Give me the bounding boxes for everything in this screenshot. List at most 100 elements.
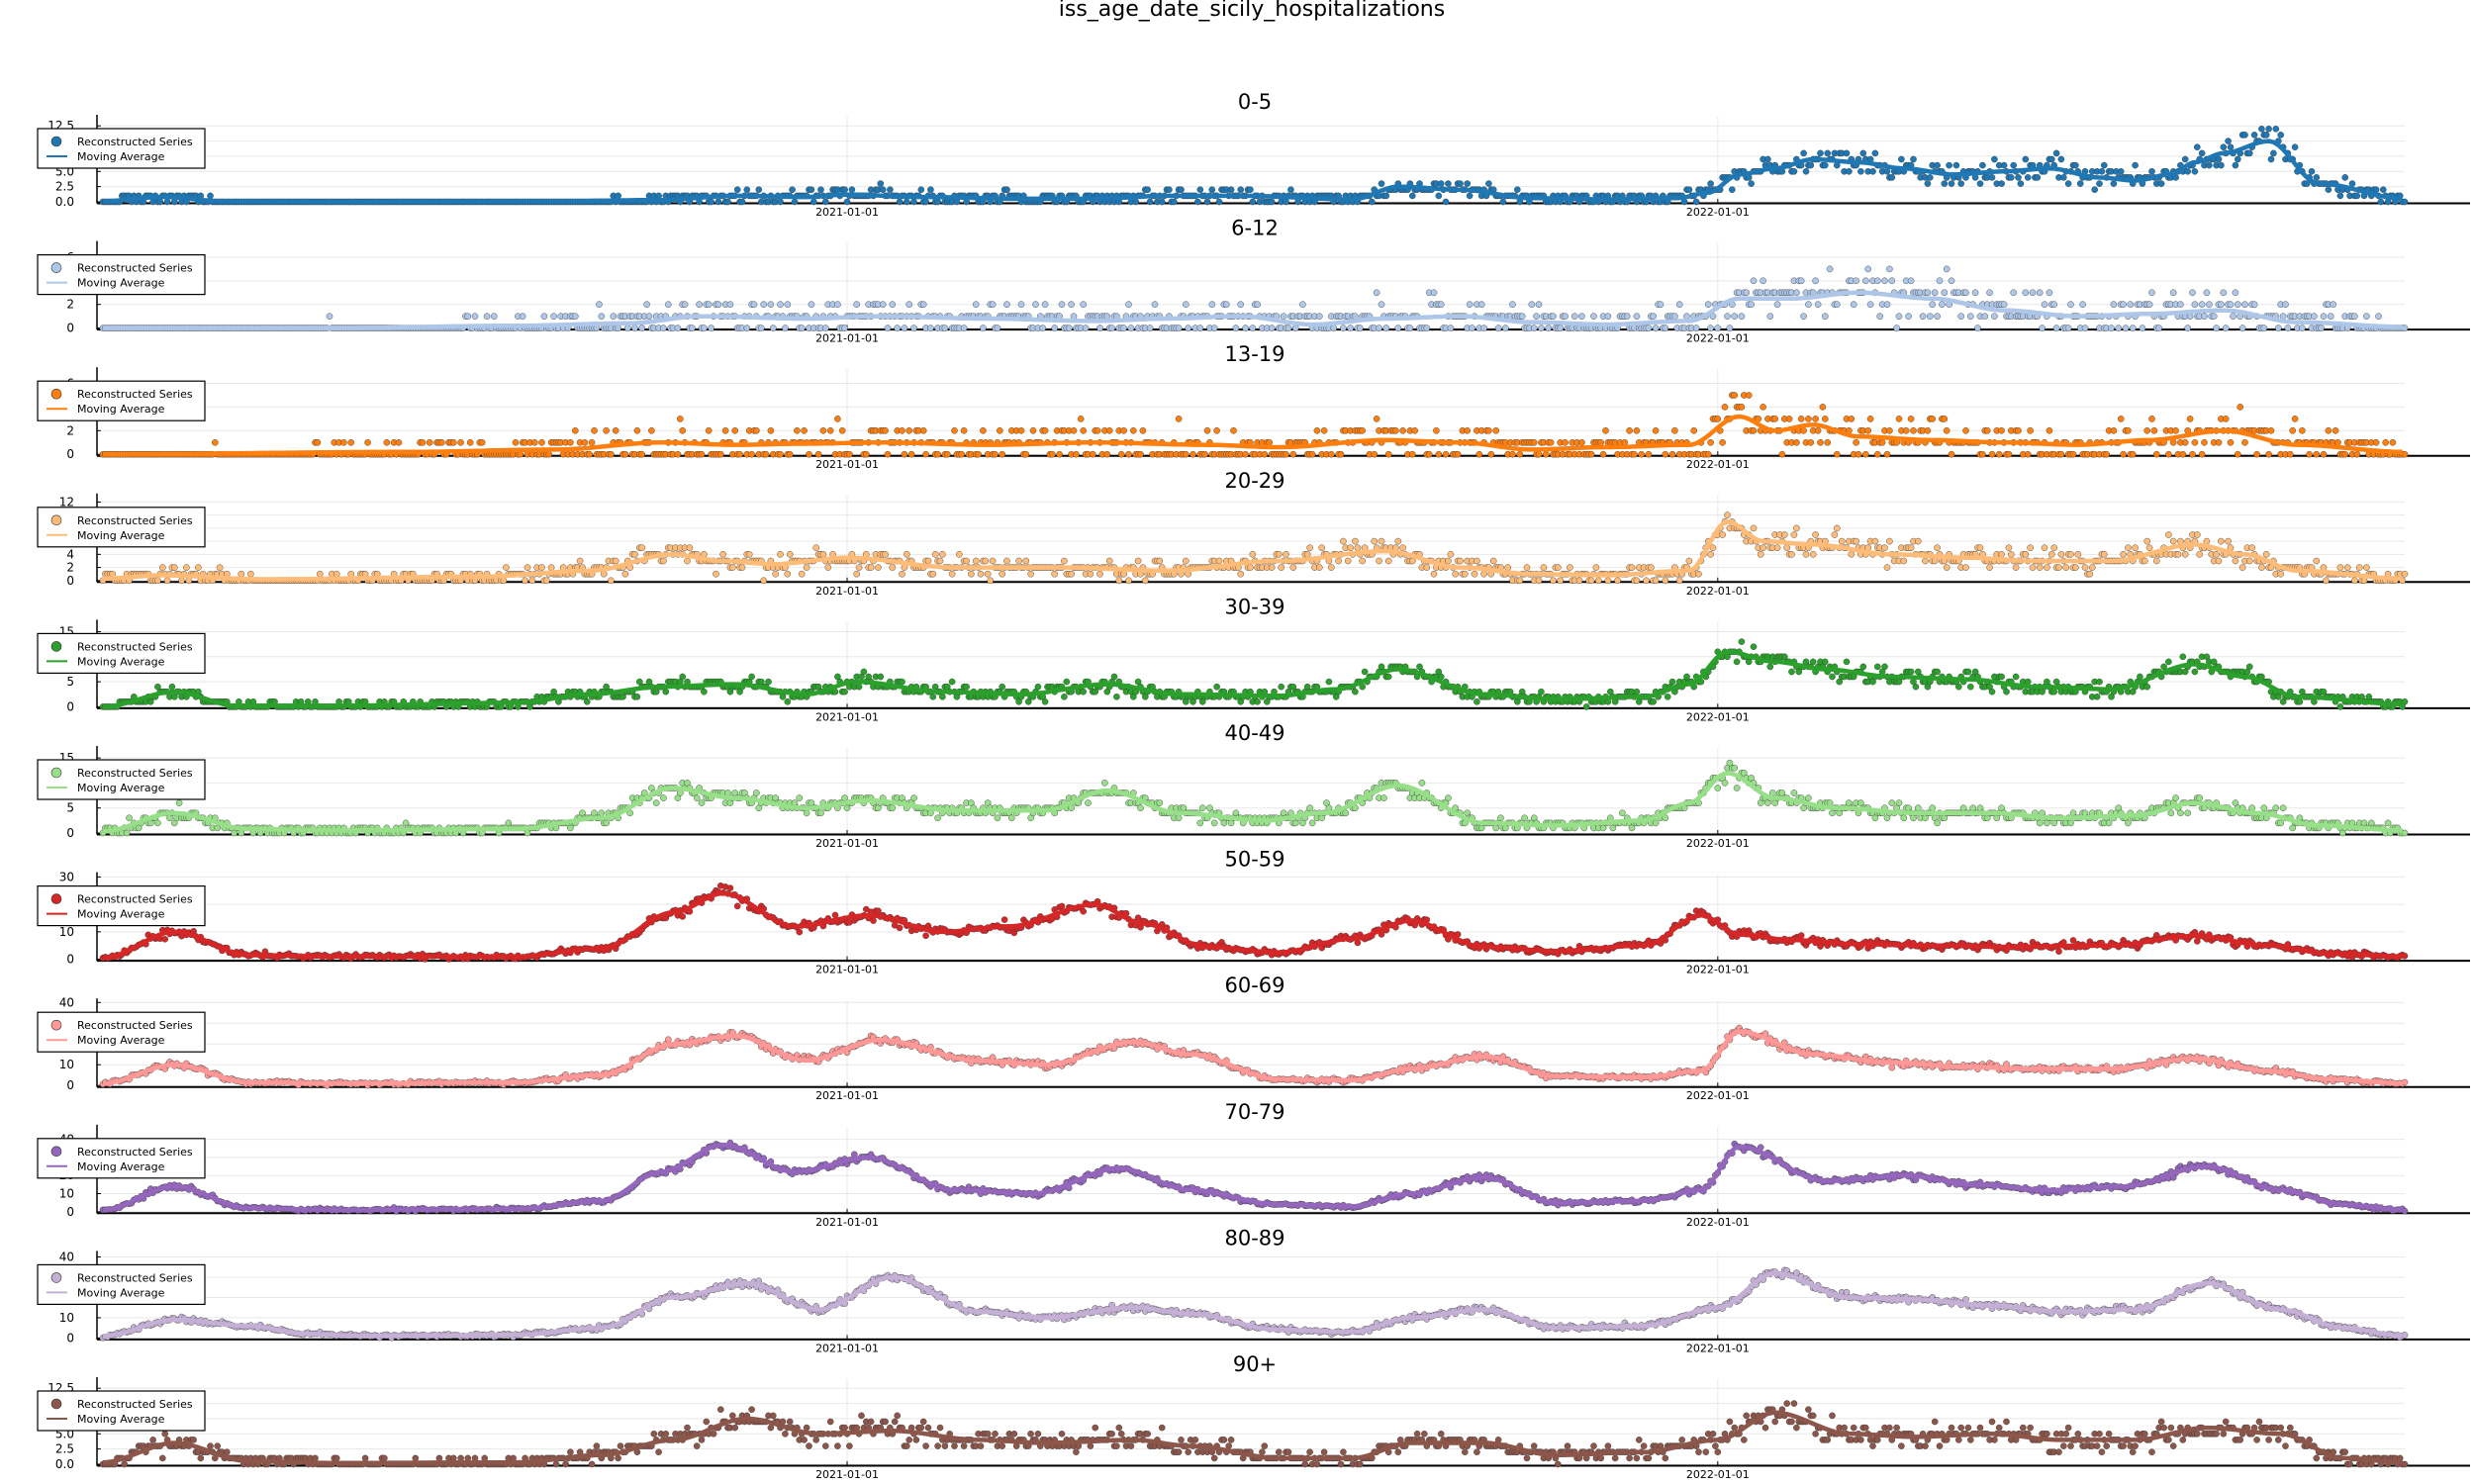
data-point bbox=[316, 570, 324, 578]
data-point bbox=[1886, 265, 1893, 273]
data-point bbox=[2222, 325, 2230, 331]
data-point bbox=[674, 325, 682, 331]
data-point bbox=[1283, 450, 1289, 458]
data-point bbox=[1399, 544, 1406, 552]
data-point bbox=[743, 325, 751, 331]
data-point bbox=[1750, 643, 1758, 651]
data-point bbox=[1489, 557, 1497, 565]
data-point bbox=[1819, 404, 1827, 411]
data-point bbox=[801, 426, 808, 434]
subplot-title: 13-19 bbox=[1224, 342, 1285, 366]
data-point bbox=[1878, 438, 1886, 446]
data-point bbox=[2220, 143, 2228, 150]
data-point bbox=[2072, 161, 2079, 169]
data-point bbox=[2008, 551, 2015, 558]
x-tick-label: 2022-01-01 bbox=[1686, 710, 1750, 723]
data-point bbox=[1208, 186, 1216, 193]
data-point bbox=[1125, 301, 1132, 309]
data-point bbox=[1474, 557, 1480, 565]
data-point bbox=[2238, 564, 2246, 571]
data-point bbox=[2015, 174, 2022, 181]
data-point bbox=[156, 198, 164, 206]
data-point bbox=[1912, 683, 1920, 691]
data-point bbox=[896, 198, 904, 206]
data-point bbox=[826, 426, 834, 434]
data-point bbox=[2132, 544, 2139, 552]
data-point bbox=[1080, 426, 1087, 434]
data-point bbox=[2145, 301, 2153, 309]
data-point bbox=[1883, 167, 1891, 175]
data-point bbox=[543, 577, 550, 585]
data-point bbox=[2169, 289, 2177, 297]
y-tick-label: 4 bbox=[66, 547, 74, 561]
data-point bbox=[1340, 537, 1347, 545]
data-point bbox=[1108, 325, 1115, 331]
data-point bbox=[1871, 149, 1879, 157]
data-point bbox=[2241, 438, 2248, 446]
data-point bbox=[1645, 325, 1653, 331]
data-point bbox=[1113, 694, 1120, 700]
data-point bbox=[1237, 570, 1244, 578]
data-point bbox=[1988, 450, 1996, 458]
moving-average-line bbox=[103, 414, 2403, 457]
data-point bbox=[1474, 698, 1480, 705]
data-point bbox=[907, 450, 915, 458]
data-point bbox=[1962, 426, 1969, 434]
data-point bbox=[538, 564, 545, 571]
data-point bbox=[1809, 658, 1817, 666]
data-point bbox=[1535, 450, 1543, 458]
data-point bbox=[1373, 416, 1380, 422]
data-point bbox=[1731, 313, 1738, 321]
data-point bbox=[1015, 557, 1022, 565]
subplot-title: 40-49 bbox=[1224, 721, 1285, 745]
data-point bbox=[1103, 313, 1111, 321]
data-point bbox=[1943, 426, 1951, 434]
data-point bbox=[503, 564, 510, 571]
data-point bbox=[884, 325, 892, 331]
data-point bbox=[2325, 186, 2332, 193]
data-point bbox=[1530, 438, 1538, 446]
data-point bbox=[1120, 325, 1127, 331]
scatter-series bbox=[99, 265, 2409, 331]
data-point bbox=[2234, 450, 2241, 458]
data-point bbox=[2152, 450, 2160, 458]
data-point bbox=[1492, 426, 1499, 434]
data-point bbox=[1864, 426, 1871, 434]
data-point bbox=[1502, 325, 1509, 331]
data-point bbox=[419, 438, 427, 446]
data-point bbox=[1874, 663, 1881, 671]
data-point bbox=[2258, 126, 2265, 133]
data-point bbox=[1562, 313, 1569, 321]
data-point bbox=[889, 564, 897, 571]
data-point bbox=[1518, 313, 1526, 321]
data-point bbox=[207, 192, 214, 200]
data-point bbox=[1952, 161, 1960, 169]
data-point bbox=[721, 426, 729, 434]
data-point bbox=[2081, 564, 2089, 571]
data-point bbox=[803, 564, 810, 571]
data-point bbox=[2098, 167, 2106, 175]
scatter-series bbox=[99, 126, 2409, 206]
data-point bbox=[919, 426, 927, 434]
data-point bbox=[1570, 313, 1578, 321]
data-point bbox=[808, 186, 815, 193]
data-point bbox=[2250, 301, 2258, 309]
data-point bbox=[1316, 564, 1323, 571]
moving-average-line bbox=[103, 519, 2403, 582]
data-point bbox=[1158, 198, 1166, 206]
data-point bbox=[1976, 544, 1984, 552]
y-tick-label: 0 bbox=[66, 322, 74, 335]
data-point bbox=[2270, 149, 2277, 157]
data-point bbox=[2306, 450, 2313, 458]
data-point bbox=[1115, 577, 1123, 585]
data-point bbox=[1039, 325, 1046, 331]
data-point bbox=[1773, 301, 1781, 309]
data-point bbox=[1941, 416, 1949, 422]
data-point bbox=[2110, 426, 2118, 434]
data-point bbox=[612, 557, 619, 565]
legend-label-series: Reconstructed Series bbox=[77, 514, 193, 527]
data-point bbox=[922, 198, 929, 206]
data-point bbox=[853, 301, 861, 309]
data-point bbox=[777, 551, 784, 558]
